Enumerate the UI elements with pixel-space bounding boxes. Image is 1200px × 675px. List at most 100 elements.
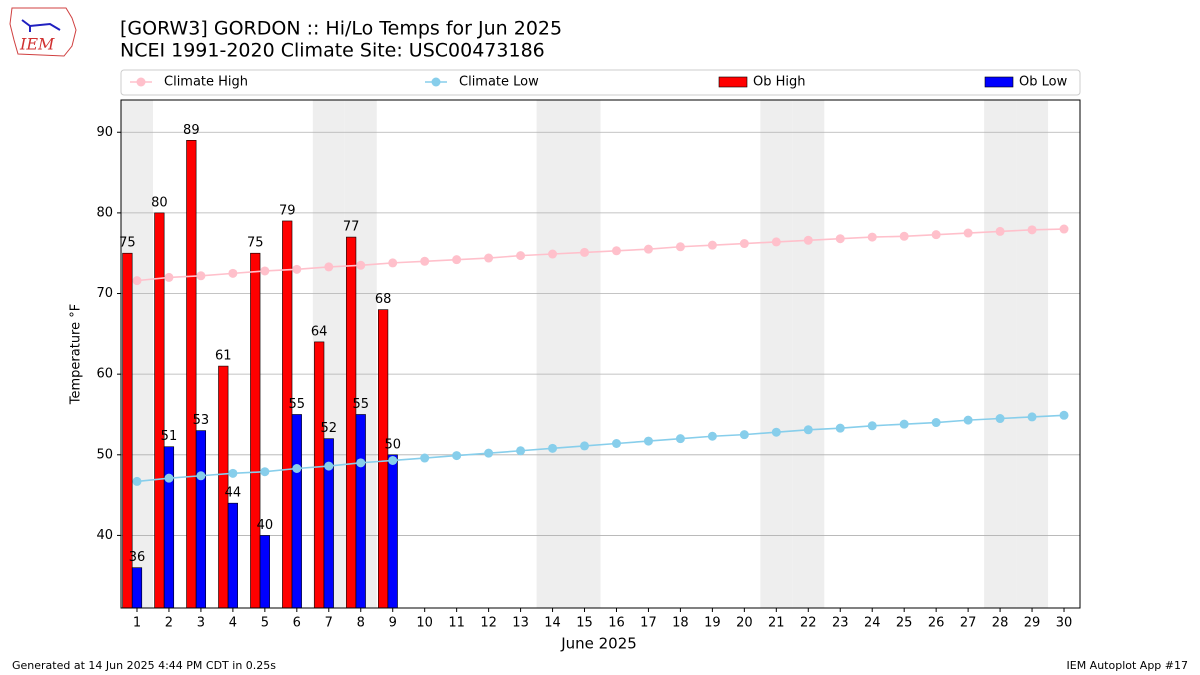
x-tick-label: 9 xyxy=(389,616,397,631)
line-marker xyxy=(260,467,270,477)
line-marker xyxy=(675,434,685,444)
x-tick-label: 8 xyxy=(357,616,365,631)
line xyxy=(136,414,1065,483)
x-tick-label: 24 xyxy=(864,616,881,631)
line-marker xyxy=(228,468,238,478)
data-label: 61 xyxy=(215,349,232,364)
line-marker xyxy=(484,448,494,458)
line-marker xyxy=(611,439,621,449)
line-marker xyxy=(995,414,1005,424)
x-tick-label: 21 xyxy=(768,616,785,631)
data-label: 36 xyxy=(129,550,146,565)
x-tick-label: 5 xyxy=(261,616,269,631)
x-tick-label: 6 xyxy=(293,616,301,631)
plot-frame xyxy=(120,99,1081,609)
x-tick-label: 7 xyxy=(325,616,333,631)
data-label: 52 xyxy=(321,421,338,436)
legend-box xyxy=(120,69,1081,96)
line-marker xyxy=(931,418,941,428)
weekend-band xyxy=(984,100,1017,608)
bar xyxy=(250,252,261,609)
legend-label: Climate High xyxy=(164,75,248,90)
bar xyxy=(346,236,357,609)
x-tick-label: 26 xyxy=(928,616,945,631)
x-tick-label: 14 xyxy=(544,616,561,631)
data-label: 55 xyxy=(352,397,369,412)
line-marker xyxy=(132,476,142,486)
bar xyxy=(259,535,270,609)
bar xyxy=(378,309,389,609)
logo-text: IEM xyxy=(19,35,55,54)
x-tick-label: 29 xyxy=(1024,616,1041,631)
x-axis-label: June 2025 xyxy=(560,635,637,653)
line-marker xyxy=(963,228,973,238)
line-marker xyxy=(995,226,1005,236)
line-marker xyxy=(867,232,877,242)
y-axis-label: Temperature °F xyxy=(69,304,84,405)
line-marker xyxy=(899,231,909,241)
line-marker xyxy=(771,237,781,247)
x-tick-label: 20 xyxy=(736,616,753,631)
footer-right: IEM Autoplot App #17 xyxy=(1067,659,1189,672)
chart-subtitle: NCEI 1991-2020 Climate Site: USC00473186 xyxy=(120,40,545,62)
line-marker xyxy=(164,272,174,282)
line-marker xyxy=(580,247,590,257)
data-label: 80 xyxy=(151,195,168,210)
line-marker xyxy=(1027,412,1037,422)
chart-title: [GORW3] GORDON :: Hi/Lo Temps for Jun 20… xyxy=(120,18,562,40)
line-marker xyxy=(196,471,206,481)
line-marker xyxy=(867,421,877,431)
x-tick-label: 30 xyxy=(1056,616,1073,631)
line-marker xyxy=(803,425,813,435)
x-tick-label: 27 xyxy=(960,616,977,631)
line-marker xyxy=(356,458,366,468)
line-marker xyxy=(835,234,845,244)
logo-icon xyxy=(21,19,61,32)
line-marker xyxy=(1027,225,1037,235)
bar xyxy=(291,414,302,609)
x-tick-label: 28 xyxy=(992,616,1009,631)
line-marker xyxy=(132,276,142,286)
legend-label: Ob Low xyxy=(1019,75,1068,90)
bar xyxy=(387,454,398,609)
weekend-band xyxy=(1016,100,1049,608)
x-tick-label: 19 xyxy=(704,616,721,631)
line-marker xyxy=(228,268,238,278)
weekend-band xyxy=(760,100,793,608)
line-marker xyxy=(739,430,749,440)
weekend-band xyxy=(536,100,569,608)
x-tick-label: 11 xyxy=(448,616,465,631)
line-marker xyxy=(643,436,653,446)
footer-left: Generated at 14 Jun 2025 4:44 PM CDT in … xyxy=(12,659,276,672)
x-tick-label: 10 xyxy=(416,616,433,631)
line-marker xyxy=(611,246,621,256)
data-label: 89 xyxy=(183,123,200,138)
logo-outline xyxy=(9,7,77,57)
line-marker xyxy=(324,262,334,272)
line-marker xyxy=(196,271,206,281)
line-marker xyxy=(292,464,302,474)
line-marker xyxy=(580,441,590,451)
legend-label: Climate Low xyxy=(459,75,539,90)
legend-swatch xyxy=(718,76,748,88)
bar xyxy=(163,446,175,609)
legend-swatch xyxy=(984,76,1014,88)
y-tick-label: 70 xyxy=(96,286,113,301)
line-marker xyxy=(707,431,717,441)
line-marker xyxy=(452,451,462,461)
y-tick-label: 50 xyxy=(96,447,113,462)
x-tick-label: 17 xyxy=(640,616,657,631)
line-marker xyxy=(899,419,909,429)
bar xyxy=(355,414,366,609)
line-marker xyxy=(931,230,941,240)
data-label: 75 xyxy=(119,236,136,251)
x-tick-label: 3 xyxy=(197,616,205,631)
bar xyxy=(154,212,165,609)
line-marker xyxy=(260,266,270,276)
line-marker xyxy=(803,235,813,245)
data-label: 55 xyxy=(289,397,306,412)
legend-marker xyxy=(136,77,146,87)
data-label: 51 xyxy=(161,429,178,444)
bar xyxy=(314,341,325,609)
